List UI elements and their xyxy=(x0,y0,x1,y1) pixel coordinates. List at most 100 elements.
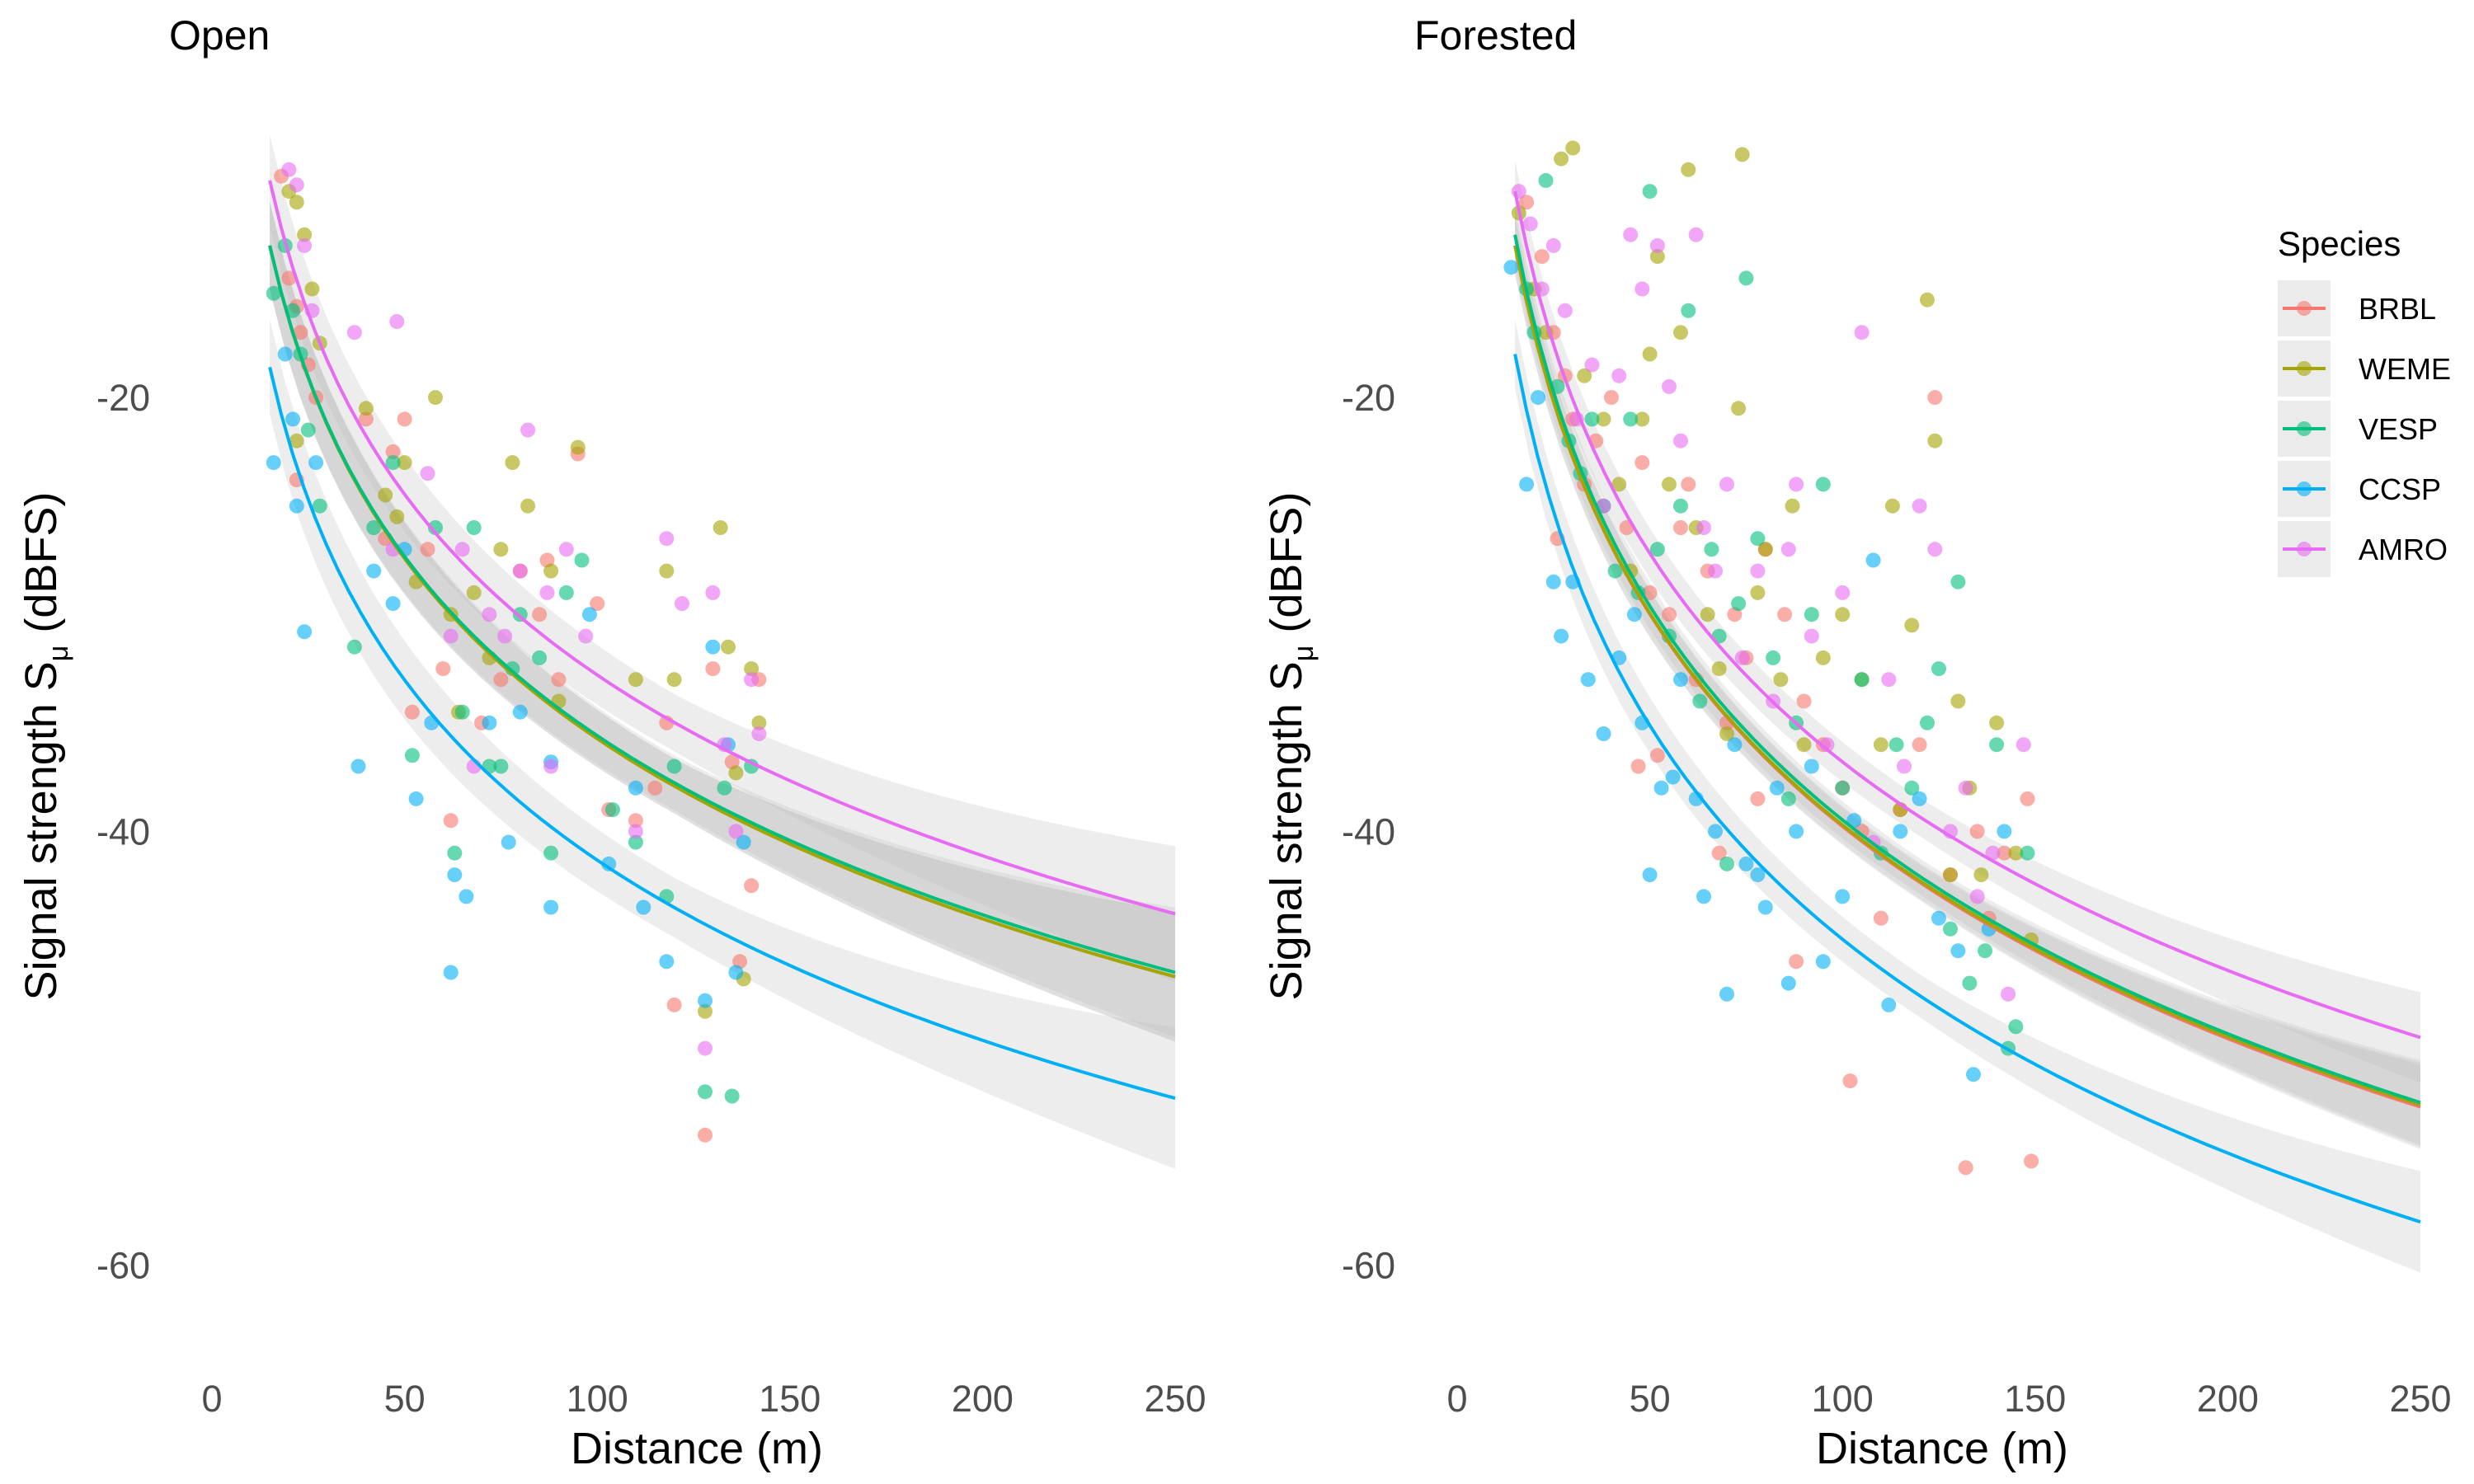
point-brbl xyxy=(1750,791,1766,806)
point-brbl xyxy=(1681,477,1696,492)
point-weme xyxy=(358,401,374,416)
legend-label: AMRO xyxy=(2359,533,2448,566)
x-tick-label: 250 xyxy=(1144,1378,1206,1420)
point-brbl xyxy=(1642,585,1658,600)
point-weme xyxy=(505,455,520,471)
point-brbl xyxy=(647,780,663,796)
legend-item-ccsp: CCSP xyxy=(2278,461,2441,517)
point-vesp xyxy=(1904,780,1920,796)
point-amro xyxy=(1584,357,1600,373)
point-amro xyxy=(520,422,536,438)
point-weme xyxy=(389,509,405,524)
fit-curves xyxy=(268,180,1176,1101)
point-ccsp xyxy=(1804,758,1819,774)
point-ccsp xyxy=(1596,726,1611,741)
point-ccsp xyxy=(447,867,463,883)
point-amro xyxy=(1623,227,1639,242)
y-axis-title-sub: μ xyxy=(1288,646,1319,662)
point-amro xyxy=(297,237,313,253)
point-vesp xyxy=(543,845,559,861)
point-vesp xyxy=(1804,607,1819,622)
point-weme xyxy=(1904,618,1920,633)
point-ccsp xyxy=(350,758,366,774)
point-amro xyxy=(1927,542,1943,557)
point-weme xyxy=(1785,498,1800,514)
point-weme xyxy=(1943,867,1958,883)
point-ccsp xyxy=(1727,737,1743,753)
point-vesp xyxy=(1607,563,1623,579)
point-vesp xyxy=(466,520,482,535)
point-weme xyxy=(1757,542,1773,557)
point-vesp xyxy=(698,1084,713,1100)
point-weme xyxy=(1642,346,1658,362)
point-weme xyxy=(543,563,559,579)
y-axis-title: Signal strength Sμ (dBFS) xyxy=(1262,492,1319,1001)
point-brbl xyxy=(744,878,760,894)
point-amro xyxy=(1708,563,1723,579)
point-vesp xyxy=(1815,477,1831,492)
legend: Species BRBL WEME VESP CCSP AMRO xyxy=(2278,224,2451,577)
point-amro xyxy=(558,542,574,557)
x-tick-label: 50 xyxy=(384,1378,426,1420)
point-ccsp xyxy=(1696,889,1711,904)
point-brbl xyxy=(358,411,374,427)
point-vesp xyxy=(346,639,362,655)
point-weme xyxy=(1611,477,1627,492)
point-vesp xyxy=(1931,661,1946,677)
point-vesp xyxy=(2020,845,2035,861)
point-ccsp xyxy=(1865,552,1881,568)
point-ccsp xyxy=(736,834,751,850)
point-vesp xyxy=(366,520,382,535)
point-amro xyxy=(628,824,643,839)
point-amro xyxy=(1750,563,1766,579)
point-vesp xyxy=(1719,856,1734,871)
point-vesp xyxy=(312,498,327,514)
point-weme xyxy=(304,281,320,297)
x-tick-label: 100 xyxy=(1812,1378,1874,1420)
point-brbl xyxy=(385,444,401,459)
y-ticks: -20 -40 -60 xyxy=(1342,377,1395,1287)
point-amro xyxy=(543,758,559,774)
point-weme xyxy=(1815,650,1831,665)
panel-title-open: Open xyxy=(169,12,270,59)
point-weme xyxy=(721,639,736,655)
point-weme xyxy=(1565,140,1581,156)
point-brbl xyxy=(1603,390,1619,406)
legend-items: BRBL WEME VESP CCSP AMRO xyxy=(2278,280,2451,577)
point-amro xyxy=(454,542,470,557)
y-ticks: -20 -40 -60 xyxy=(96,377,150,1287)
point-brbl xyxy=(1969,824,1985,839)
point-weme xyxy=(1681,162,1696,177)
point-vesp xyxy=(1766,650,1781,665)
point-ccsp xyxy=(385,596,401,612)
confidence-band-ccsp xyxy=(270,319,1176,1169)
point-amro xyxy=(1897,758,1912,774)
point-ccsp xyxy=(659,954,675,970)
point-amro xyxy=(1557,303,1573,318)
point-weme xyxy=(570,439,586,455)
point-vesp xyxy=(404,748,420,763)
point-amro xyxy=(1688,227,1704,242)
y-tick-label: -20 xyxy=(1342,377,1395,419)
x-axis-title: Distance (m) xyxy=(571,1424,823,1473)
point-vesp xyxy=(1854,672,1870,688)
point-amro xyxy=(1780,542,1796,557)
point-ccsp xyxy=(1789,824,1804,839)
point-ccsp xyxy=(1997,824,2012,839)
x-axis-title: Distance (m) xyxy=(1816,1424,2068,1473)
point-amro xyxy=(443,628,459,644)
point-weme xyxy=(698,1003,713,1019)
point-ccsp xyxy=(1531,390,1546,406)
point-brbl xyxy=(1997,845,2012,861)
confidence-band-amro xyxy=(1515,161,2420,1083)
point-brbl xyxy=(1630,758,1646,774)
point-amro xyxy=(751,726,767,741)
point-ccsp xyxy=(1750,867,1766,883)
point-ccsp xyxy=(581,607,597,622)
point-weme xyxy=(297,227,313,242)
point-ccsp xyxy=(408,791,424,806)
point-weme xyxy=(1973,867,1989,883)
point-brbl xyxy=(443,813,459,829)
point-amro xyxy=(1649,237,1665,253)
